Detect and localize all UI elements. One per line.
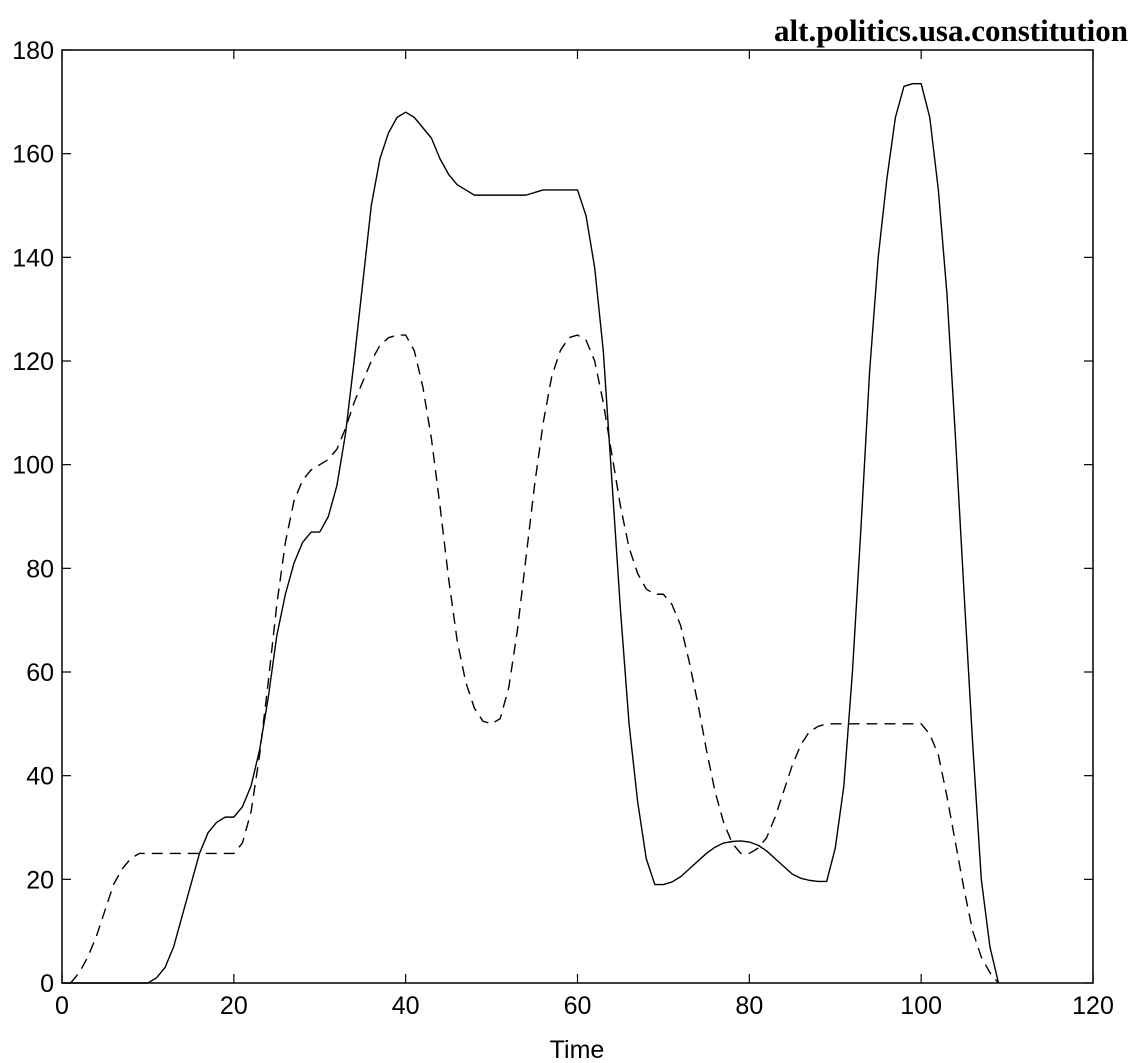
y-tick-label: 180 bbox=[12, 37, 54, 65]
y-axis-tick-labels: 0 20 40 60 80 100 120 140 160 180 bbox=[12, 37, 54, 998]
dashed-series-line bbox=[70, 334, 1000, 984]
axis-ticks bbox=[61, 49, 1094, 984]
y-tick-label: 60 bbox=[26, 659, 54, 687]
y-tick-label: 20 bbox=[26, 866, 54, 894]
x-tick-label: 100 bbox=[900, 992, 942, 1020]
x-tick-label: 60 bbox=[564, 992, 592, 1020]
y-tick-label: 140 bbox=[12, 244, 54, 272]
x-axis-tick-labels: 0 20 40 60 80 100 120 bbox=[55, 992, 1114, 1020]
chart-title: alt.politics.usa.constitution bbox=[774, 13, 1128, 48]
x-tick-label: 40 bbox=[392, 992, 420, 1020]
x-tick-label: 80 bbox=[735, 992, 763, 1020]
y-tick-label: 40 bbox=[26, 763, 54, 791]
y-tick-label: 80 bbox=[26, 555, 54, 583]
y-tick-label: 0 bbox=[40, 970, 54, 998]
y-tick-label: 100 bbox=[12, 452, 54, 480]
x-tick-label: 120 bbox=[1072, 992, 1114, 1020]
x-axis-label: Time bbox=[550, 1036, 605, 1063]
solid-series-line bbox=[62, 82, 1000, 984]
y-tick-label: 120 bbox=[12, 348, 54, 376]
x-tick-label: 20 bbox=[220, 992, 248, 1020]
series-lines bbox=[62, 82, 1000, 984]
x-tick-label: 0 bbox=[55, 992, 69, 1020]
y-tick-label: 160 bbox=[12, 141, 54, 169]
